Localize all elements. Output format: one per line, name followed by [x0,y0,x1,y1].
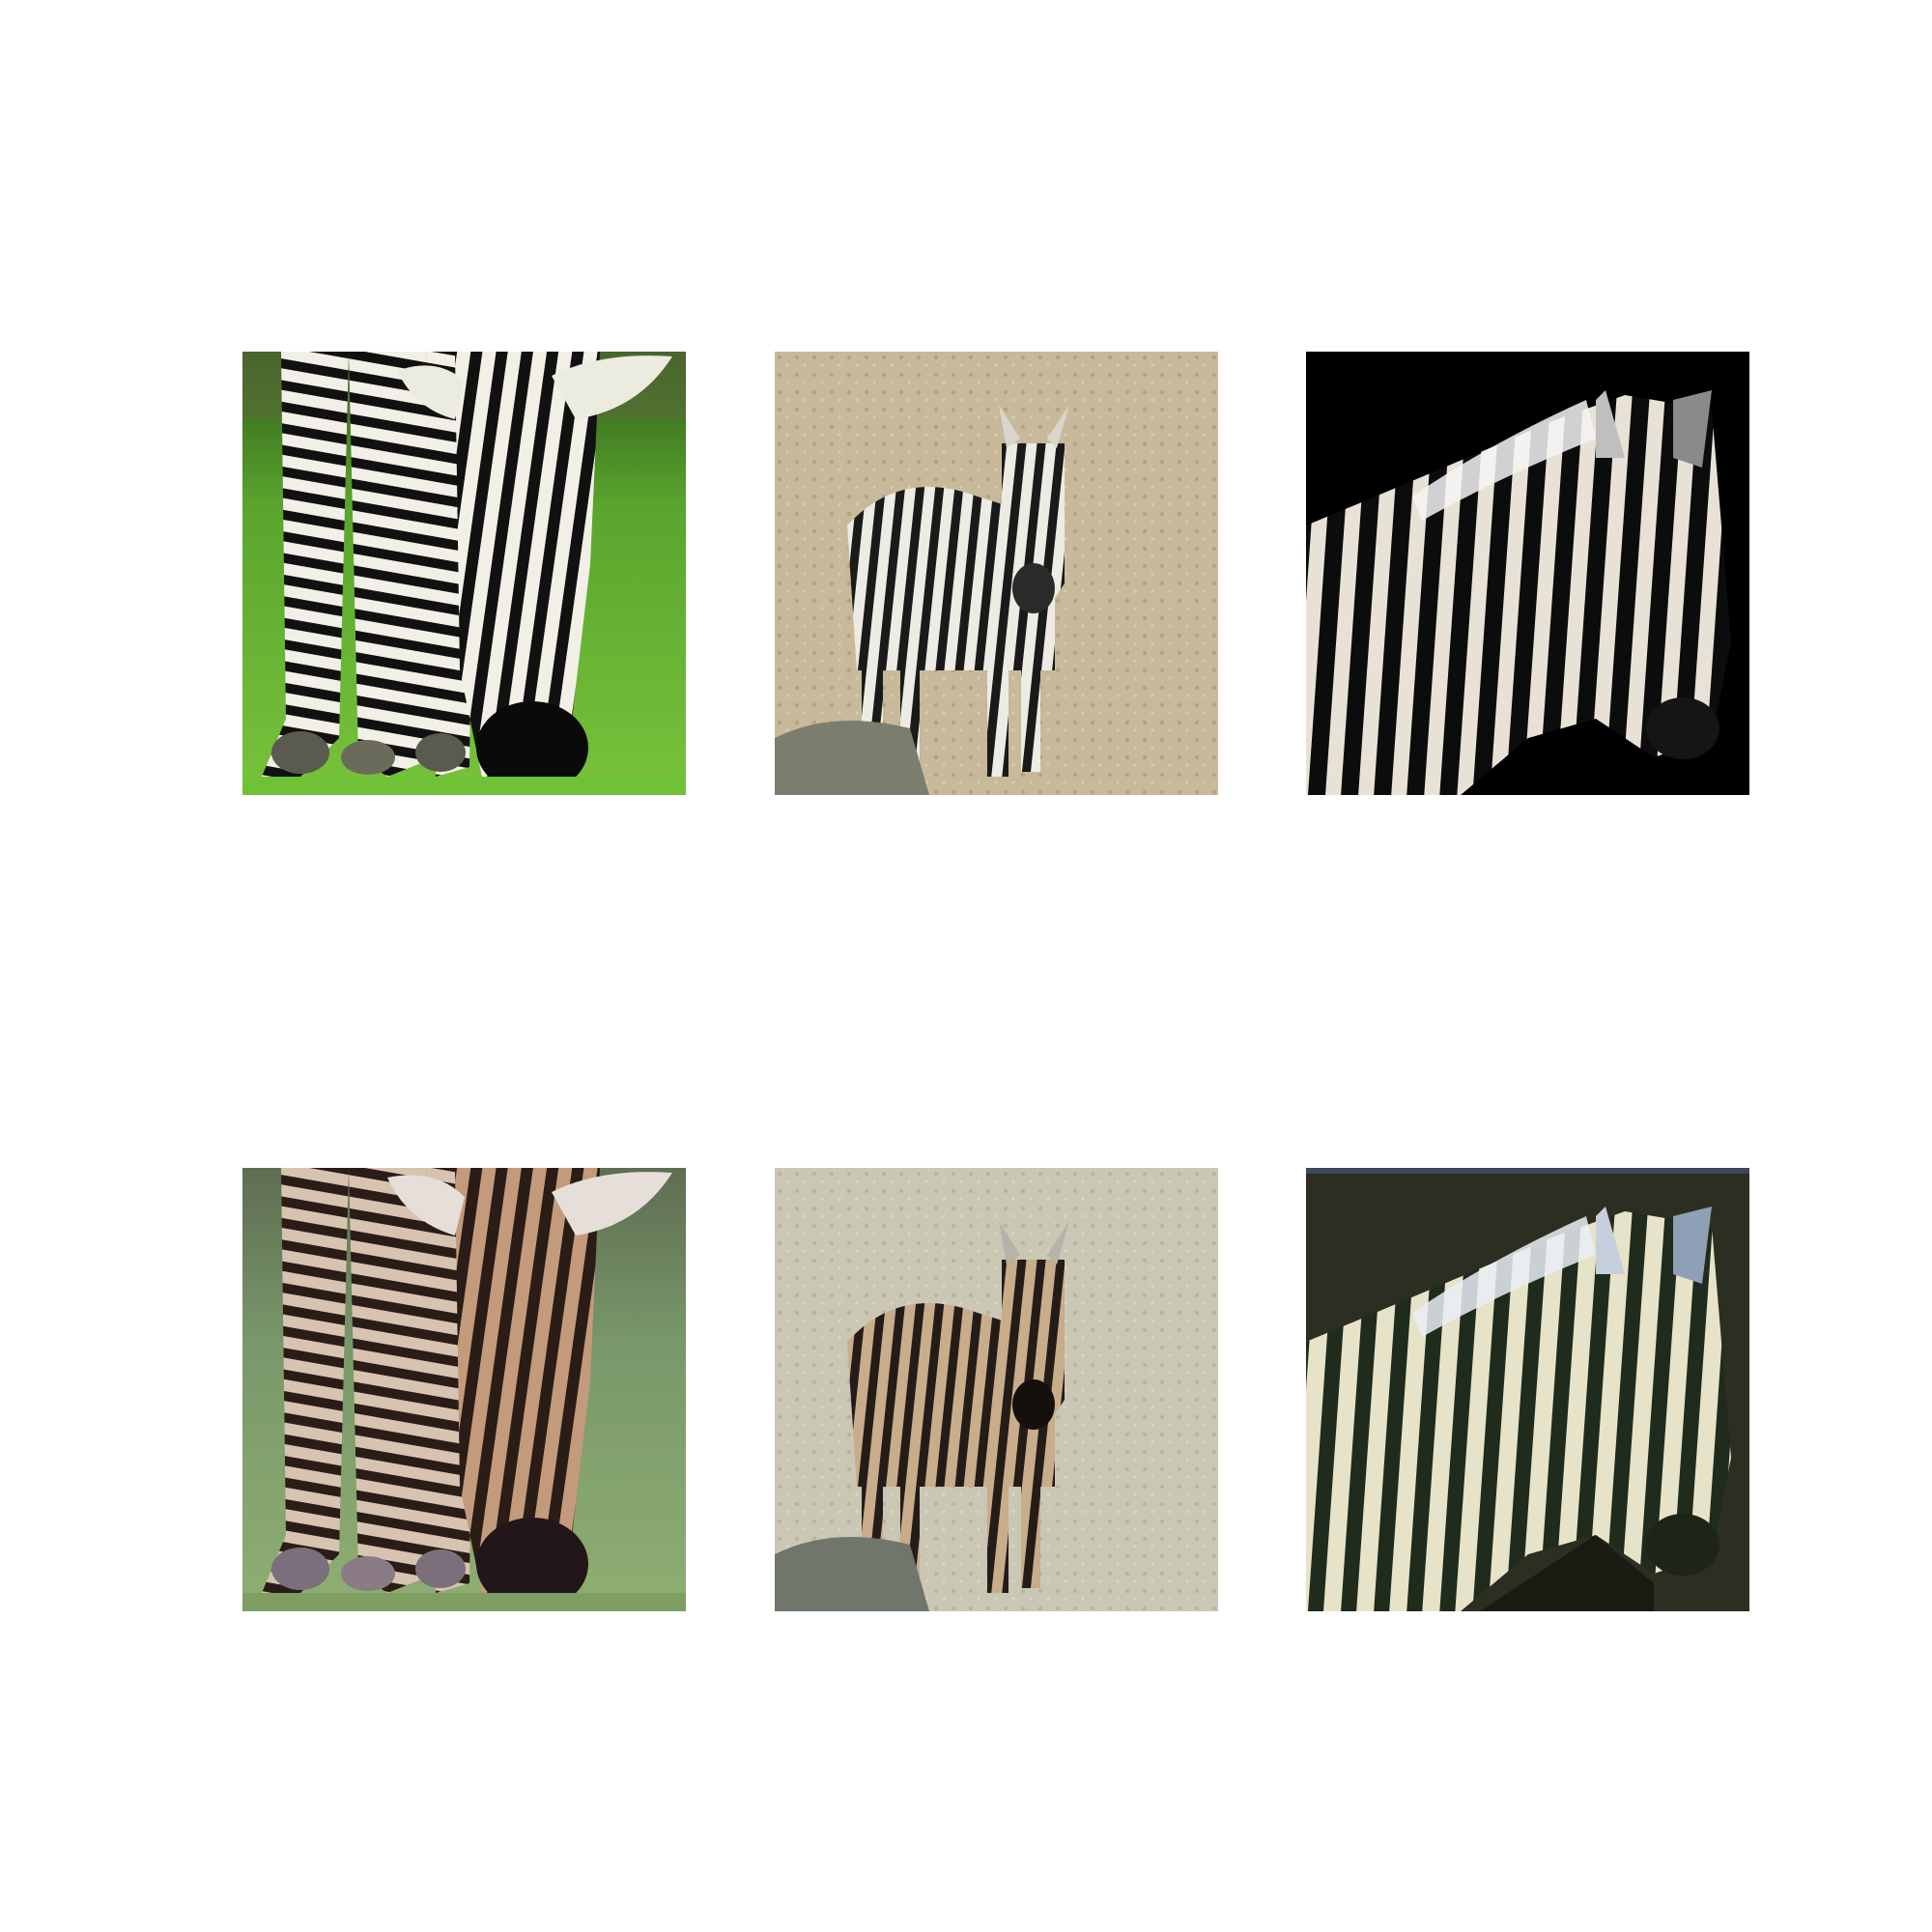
photo-zebra-profile-output [1306,1168,1749,1611]
zebra-profile-stylized-illustration [1306,1168,1749,1611]
photo-zebra-foal-output [775,1168,1218,1611]
photo-zebra-grazing-input [242,352,686,795]
zebra-grazing-stylized-illustration [242,1168,686,1611]
zebra-grazing-illustration [242,352,686,795]
zebra-foal-illustration [775,352,1218,795]
photo-zebra-grazing-output [242,1168,686,1611]
photo-zebra-foal-input [775,352,1218,795]
zebra-foal-stylized-illustration [775,1168,1218,1611]
zebra-profile-illustration [1306,352,1749,795]
photo-zebra-profile-input [1306,352,1749,795]
